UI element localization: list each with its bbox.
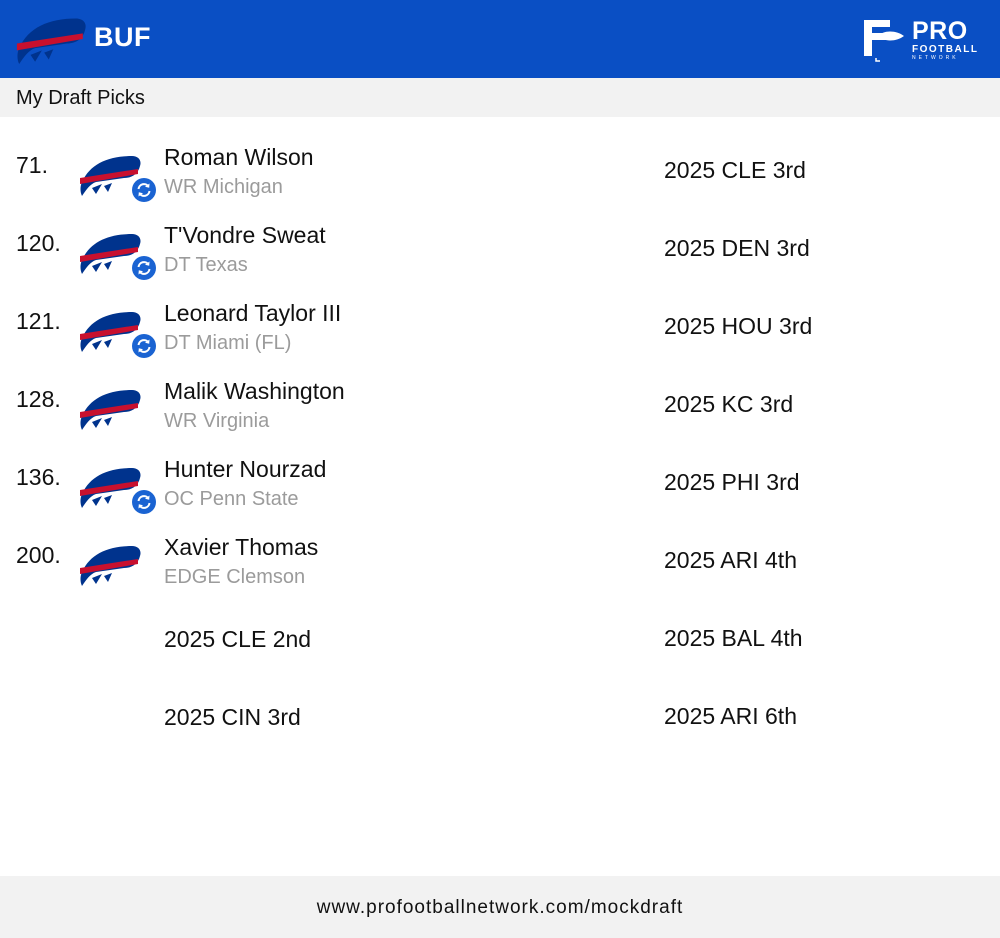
future-pick: 2025 DEN 3rd (664, 235, 810, 261)
brand-network-text: NETWORK (912, 55, 959, 61)
bills-logo-icon (80, 546, 141, 586)
pick-number: 200. (16, 542, 61, 568)
player-name: Xavier Thomas (164, 534, 319, 560)
future-pick: 2025 ARI 6th (664, 703, 797, 729)
pick-row[interactable]: 136. Hunter Nourzad OC Penn State (0, 456, 640, 534)
future-pick: 2025 HOU 3rd (664, 313, 813, 339)
player-position-school: DT Texas (164, 254, 248, 276)
player-position-school: WR Michigan (164, 176, 283, 198)
bills-logo-icon (16, 18, 86, 64)
player-position-school: OC Penn State (164, 488, 299, 510)
brand-pro-text: PRO (912, 17, 968, 45)
pick-row[interactable]: 128. Malik Washington WR Virginia (0, 378, 640, 456)
future-pick: 2025 CLE 2nd (164, 626, 312, 652)
section-bar: My Draft Picks (0, 78, 1000, 117)
bills-logo-icon (80, 390, 141, 430)
player-name: Hunter Nourzad (164, 456, 327, 482)
brand-football-text: FOOTBALL (912, 44, 979, 55)
player-position-school: DT Miami (FL) (164, 332, 292, 354)
player-name: Leonard Taylor III (164, 300, 342, 326)
footer: www.profootballnetwork.com/mockdraft (0, 876, 1000, 938)
trade-icon (132, 334, 156, 358)
player-position-school: WR Virginia (164, 410, 270, 432)
footer-url: www.profootballnetwork.com/mockdraft (316, 897, 684, 918)
pick-row[interactable]: 200. Xavier Thomas EDGE Clemson (0, 534, 640, 612)
pick-number: 136. (16, 464, 61, 490)
future-pick: 2025 CLE 3rd (664, 157, 806, 183)
player-name: Malik Washington (164, 378, 345, 404)
future-pick: 2025 KC 3rd (664, 391, 794, 417)
page-title: My Draft Picks (16, 87, 145, 109)
future-pick: 2025 BAL 4th (664, 625, 803, 651)
pick-row[interactable]: 120. T'Vondre Sweat DT Texas (0, 222, 640, 300)
pick-number: 121. (16, 308, 61, 334)
future-pick: 2025 CIN 3rd (164, 704, 301, 730)
team-abbreviation: BUF (94, 22, 151, 52)
pick-number: 120. (16, 230, 61, 256)
app-header: BUF PRO FOOTBALL NETWORK (0, 0, 1000, 78)
pick-row[interactable]: 71. Roman Wilson WR Michigan (0, 144, 640, 222)
trade-icon (132, 490, 156, 514)
future-pick: 2025 PHI 3rd (664, 469, 800, 495)
pick-row[interactable]: 121. Leonard Taylor III DT Miami (FL) (0, 300, 640, 378)
trade-icon (132, 256, 156, 280)
future-pick: 2025 ARI 4th (664, 547, 797, 573)
player-name: Roman Wilson (164, 144, 314, 170)
pro-football-network-logo-icon (864, 20, 904, 62)
player-position-school: EDGE Clemson (164, 566, 306, 588)
trade-icon (132, 178, 156, 202)
pick-number: 71. (16, 152, 48, 178)
pick-number: 128. (16, 386, 61, 412)
player-name: T'Vondre Sweat (164, 222, 326, 248)
